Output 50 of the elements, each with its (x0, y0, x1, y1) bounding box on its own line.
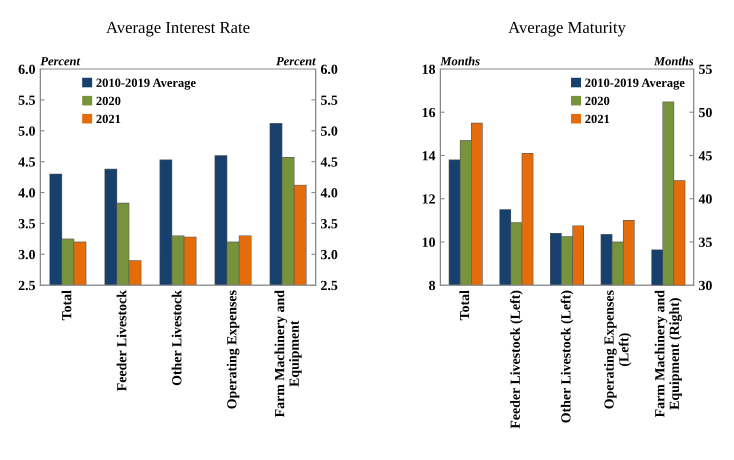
y-tick-label: 5.0 (18, 126, 35, 136)
y-tick-label: 5.5 (18, 96, 35, 105)
chart-title: Average Maturity (508, 22, 626, 36)
legend-label: 2010-2019 Average (585, 78, 685, 90)
y2-tick-label: 40 (698, 194, 712, 204)
x-tick-label: Feeder Livestock (116, 290, 126, 392)
y2-tick-label: 4.5 (320, 157, 338, 167)
x-tick-label: Total (62, 290, 72, 320)
y2-tick-label: 3.5 (321, 219, 338, 228)
y-tick-label: 14 (422, 151, 436, 160)
y2-tick-label: 55 (699, 64, 712, 74)
legend-label: 2021 (585, 114, 610, 124)
y2-tick-label: 45 (698, 151, 712, 160)
y2-tick-label: 30 (699, 280, 712, 290)
y2-tick-label: 50 (699, 108, 712, 118)
x-tick-label: Operating Expenses (Left) (604, 290, 632, 409)
y-tick-label: 2.5 (18, 280, 35, 290)
y2-tick-label: 4.0 (320, 188, 338, 198)
y-tick-label: 16 (422, 108, 436, 118)
y2-tick-label: 6.0 (320, 64, 338, 74)
legend-label: 2020 (96, 96, 120, 106)
y2-tick-label: 35 (699, 238, 712, 247)
x-tick-label: Farm Machinery and Equipment (274, 290, 302, 418)
y-tick-label: 18 (422, 64, 436, 74)
legend-label: 2021 (96, 114, 120, 124)
y-tick-label: 12 (422, 194, 435, 204)
y2-tick-label: 5.5 (321, 96, 338, 105)
x-tick-label: Feeder Livestock (Left) (510, 290, 523, 428)
y-axis-title: Months (440, 56, 480, 66)
x-tick-label: Other Livestock (Left) (560, 290, 574, 423)
y2-tick-label: 2.5 (321, 280, 338, 290)
chart-title: Average Interest Rate (106, 22, 250, 36)
x-tick-label: Other Livestock (172, 290, 182, 386)
y2-tick-label: 5.0 (321, 126, 338, 136)
legend-label: 2020 (585, 96, 610, 106)
y-tick-label: 4.5 (18, 157, 35, 167)
y-tick-label: 3.0 (18, 250, 35, 260)
x-tick-label: Operating Expenses (226, 290, 240, 409)
y2-tick-label: 3.0 (321, 250, 338, 260)
x-tick-label: Farm Machinery and Equipment (Right) (654, 290, 682, 418)
x-tick-label: Total (459, 290, 470, 320)
legend-label: 2010-2019 Average (96, 78, 196, 90)
y-tick-label: 10 (422, 238, 436, 247)
y2-axis-title: Months (654, 56, 694, 66)
y-tick-label: 6.0 (18, 64, 35, 74)
y2-axis-title: Percent (276, 57, 316, 66)
y-tick-label: 3.5 (18, 219, 35, 228)
y-tick-label: 8 (429, 280, 436, 290)
y-tick-label: 4.0 (18, 188, 35, 198)
y-axis-title: Percent (40, 57, 80, 66)
